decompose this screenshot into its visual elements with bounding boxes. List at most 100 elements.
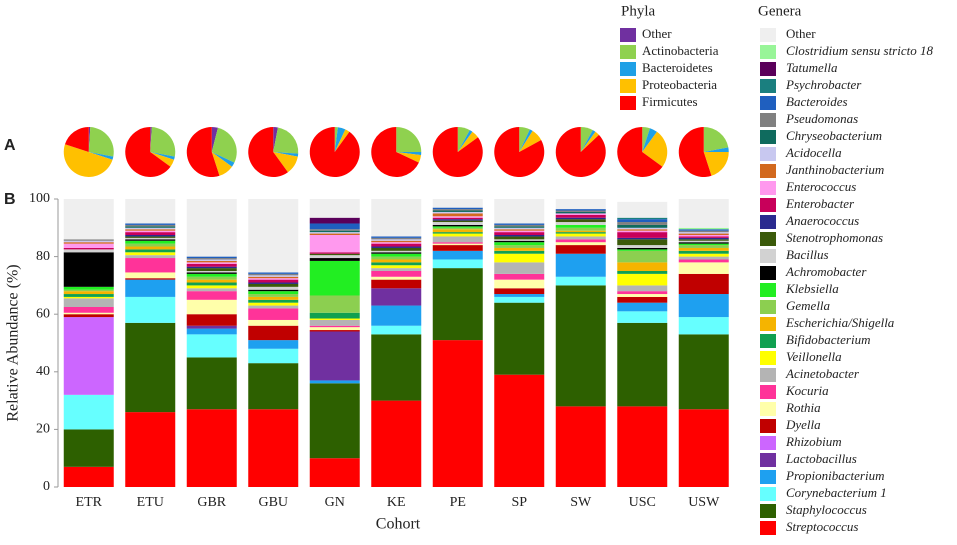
bar-segment bbox=[371, 256, 422, 260]
legend-label: Achromobacter bbox=[785, 264, 867, 279]
bar-segment bbox=[309, 258, 360, 261]
bar-segment bbox=[125, 236, 176, 238]
bar-segment bbox=[248, 291, 299, 295]
bar-segment bbox=[432, 229, 483, 233]
legend-label: Anaerococcus bbox=[785, 213, 859, 228]
legend-label: Bacillus bbox=[786, 247, 829, 262]
bar-segment bbox=[617, 294, 668, 297]
legend-swatch bbox=[760, 130, 776, 144]
bar-segment bbox=[432, 199, 483, 208]
bar-segment bbox=[248, 340, 299, 349]
bar-segment bbox=[617, 222, 668, 225]
bar-segment bbox=[125, 278, 176, 280]
legend-label: Acinetobacter bbox=[785, 366, 860, 381]
bar-segment bbox=[186, 262, 237, 264]
bar-segment bbox=[63, 252, 114, 287]
bar-segment bbox=[555, 233, 606, 237]
legend-swatch bbox=[760, 181, 776, 195]
legend-swatch bbox=[760, 113, 776, 127]
legend-label: Actinobacteria bbox=[642, 43, 719, 58]
bar-segment bbox=[63, 199, 114, 240]
bar-segment bbox=[432, 207, 483, 210]
bar-segment bbox=[432, 219, 483, 221]
bar-segment bbox=[371, 242, 422, 244]
bar-segment bbox=[494, 296, 545, 303]
bar-segment bbox=[63, 394, 114, 430]
bar-segment bbox=[432, 232, 483, 234]
bar-segment bbox=[494, 279, 545, 289]
bar-segment bbox=[186, 279, 237, 283]
y-tick-label: 20 bbox=[36, 422, 50, 437]
pie-slice bbox=[150, 127, 152, 152]
bar-segment bbox=[555, 232, 606, 234]
legend-label: Dyella bbox=[785, 417, 821, 432]
bar-segment bbox=[371, 279, 422, 289]
bar-segment bbox=[309, 319, 360, 326]
bar-segment bbox=[63, 466, 114, 487]
legend-swatch bbox=[760, 368, 776, 382]
pie-slice bbox=[457, 131, 478, 152]
bar-segment bbox=[678, 240, 729, 243]
bar-segment bbox=[432, 222, 483, 225]
bar-segment bbox=[678, 273, 729, 295]
legend-label: Psychrobacter bbox=[785, 77, 862, 92]
bar-segment bbox=[309, 217, 360, 224]
x-tick-label: GBR bbox=[197, 495, 226, 510]
bar-segment bbox=[494, 223, 545, 225]
bar-segment bbox=[494, 253, 545, 263]
bar-segment bbox=[371, 305, 422, 326]
bar-segment bbox=[125, 226, 176, 228]
bar-segment bbox=[494, 199, 545, 224]
pie-slice bbox=[63, 144, 113, 177]
bar-segment bbox=[678, 245, 729, 248]
bar-segment bbox=[63, 429, 114, 467]
pie-slice bbox=[580, 131, 599, 152]
bar-segment bbox=[678, 253, 729, 257]
bar-segment bbox=[432, 213, 483, 217]
bar-segment bbox=[494, 239, 545, 241]
pie-slice bbox=[703, 152, 729, 176]
bar-segment bbox=[371, 252, 422, 254]
bar-segment bbox=[617, 201, 668, 218]
bar-segment bbox=[186, 325, 237, 329]
bar-segment bbox=[125, 322, 176, 413]
bar-segment bbox=[678, 243, 729, 246]
bar-segment bbox=[555, 227, 606, 231]
bar-segment bbox=[309, 232, 360, 234]
bar-segment bbox=[125, 235, 176, 237]
y-axis-title: Relative Abundance (%) bbox=[5, 264, 22, 421]
bar-segment bbox=[678, 227, 729, 230]
bar-segment bbox=[186, 288, 237, 292]
bar-segment bbox=[432, 226, 483, 228]
pie-slice bbox=[457, 130, 473, 152]
legend-label: Enterobacter bbox=[785, 196, 855, 211]
legend-label: Escherichia/Shigella bbox=[785, 315, 895, 330]
x-tick-label: GBU bbox=[258, 495, 288, 510]
pie-slice bbox=[457, 127, 470, 152]
bar-segment bbox=[63, 240, 114, 243]
bar-segment bbox=[555, 199, 606, 210]
y-tick-label: 40 bbox=[36, 364, 50, 379]
bar-segment bbox=[617, 239, 668, 246]
bar-segment bbox=[63, 296, 114, 299]
legend-label: Stenotrophomonas bbox=[786, 230, 883, 245]
bar-segment bbox=[617, 217, 668, 220]
bar-segment bbox=[678, 259, 729, 263]
pie-slice bbox=[642, 131, 668, 167]
x-tick-label: SW bbox=[570, 495, 592, 510]
bar-segment bbox=[125, 412, 176, 487]
bar-segment bbox=[432, 242, 483, 244]
bar-segment bbox=[186, 314, 237, 326]
bar-segment bbox=[125, 243, 176, 247]
bar-segment bbox=[309, 199, 360, 218]
bar-segment bbox=[371, 334, 422, 401]
bar-segment bbox=[432, 268, 483, 341]
bar-segment bbox=[248, 275, 299, 277]
legend-label: Other bbox=[642, 26, 672, 41]
bar-segment bbox=[125, 237, 176, 240]
bar-segment bbox=[248, 363, 299, 410]
legend-swatch bbox=[760, 232, 776, 246]
legend-label: Firmicutes bbox=[642, 94, 698, 109]
bar-segment bbox=[617, 302, 668, 312]
bar-segment bbox=[617, 229, 668, 231]
